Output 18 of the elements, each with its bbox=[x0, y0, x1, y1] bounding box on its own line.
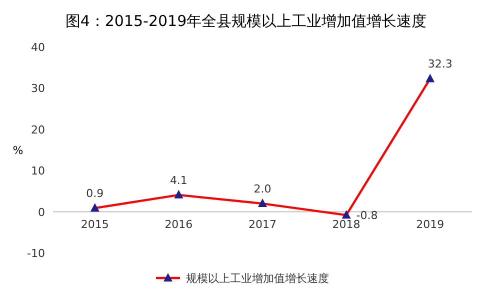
y-axis-title: % bbox=[12, 144, 24, 157]
x-tick-label: 2017 bbox=[248, 218, 276, 231]
x-tick-label: 2015 bbox=[80, 218, 109, 231]
data-label: 0.9 bbox=[86, 187, 104, 200]
data-label: 4.1 bbox=[170, 174, 188, 187]
y-tick-label: 40 bbox=[31, 41, 45, 54]
y-tick-label: 10 bbox=[31, 164, 45, 178]
chart-title: 图4：2015-2019年全县规模以上工业增加值增长速度 bbox=[65, 12, 427, 30]
data-label: 2.0 bbox=[254, 182, 272, 196]
x-tick-label: 2019 bbox=[416, 218, 444, 231]
y-tick-label: 30 bbox=[31, 82, 45, 96]
data-label: 32.3 bbox=[428, 58, 452, 71]
y-tick-label: 0 bbox=[38, 206, 45, 219]
x-tick-label: 2018 bbox=[332, 218, 360, 231]
legend-label: 规模以上工业增加值增长速度 bbox=[186, 272, 329, 285]
y-tick-label: -10 bbox=[27, 247, 45, 260]
x-tick-label: 2016 bbox=[164, 218, 193, 231]
y-tick-label: 20 bbox=[31, 123, 45, 136]
